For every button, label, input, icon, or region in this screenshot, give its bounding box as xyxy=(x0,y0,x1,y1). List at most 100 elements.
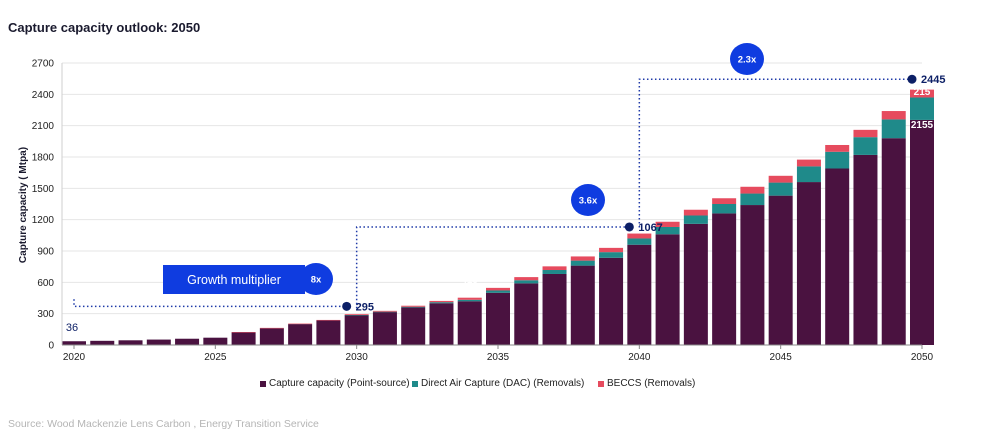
bar-beccs xyxy=(514,277,539,281)
bar-dac xyxy=(486,290,510,293)
bar-point-source xyxy=(683,223,708,345)
bar-point-source xyxy=(796,182,821,345)
bar-point-source xyxy=(429,303,454,345)
bar-dac xyxy=(372,311,397,313)
bar-point-source xyxy=(712,213,737,345)
legend-item-dac: Direct Air Capture (DAC) (Removals) xyxy=(412,378,584,389)
bar-point-source xyxy=(118,340,143,345)
callout-2040-2050-end-dot xyxy=(907,74,917,84)
bar-point-source xyxy=(146,339,171,345)
bar-beccs xyxy=(740,186,765,194)
bar-point-source xyxy=(90,340,115,345)
bar-beccs xyxy=(599,247,624,253)
bar-point-source xyxy=(62,341,86,345)
bar-point-source xyxy=(175,338,200,345)
y-tick-label: 2700 xyxy=(32,59,55,70)
bar-beccs xyxy=(627,233,652,239)
bar-beccs xyxy=(316,319,341,321)
legend-swatch-point-source xyxy=(260,380,266,387)
callout-2030-2040-path xyxy=(355,226,630,309)
callout-2040-2050-badge xyxy=(730,43,764,75)
bar-beccs xyxy=(825,144,850,152)
bar-point-source xyxy=(542,273,567,345)
y-tick-label: 1200 xyxy=(32,215,55,226)
legend-swatch-beccs xyxy=(598,380,604,387)
bar-dac xyxy=(910,97,934,120)
bar-point-source xyxy=(372,312,397,345)
bar-dac xyxy=(712,204,737,214)
x-tick-label: 2035 xyxy=(487,352,510,363)
growth-multiplier-label: Growth multiplier xyxy=(187,272,281,287)
y-tick-label: 1800 xyxy=(32,153,55,164)
bar-beccs xyxy=(796,159,821,167)
bar-beccs xyxy=(683,209,708,216)
bar-dac xyxy=(768,182,793,196)
bar-dac xyxy=(655,226,680,235)
bar-beccs xyxy=(344,314,369,316)
bar-beccs xyxy=(910,89,934,98)
bar-beccs xyxy=(401,305,426,307)
source-note: Source: Wood Mackenzie Lens Carbon , Ene… xyxy=(8,418,319,430)
y-tick-label: 900 xyxy=(37,247,54,258)
legend-item-point-source: Capture capacity (Point-source) xyxy=(260,378,410,389)
bar-dac xyxy=(570,260,595,266)
bar-point-source xyxy=(344,315,369,345)
legend-item-beccs: BECCS (Removals) xyxy=(598,378,695,389)
bar-point-source xyxy=(853,154,878,345)
bar-point-source xyxy=(599,257,624,345)
legend-swatch-dac xyxy=(412,380,418,387)
label-2050-ps-value: 2155 xyxy=(911,120,934,131)
callout-2030-2040-end-value: 1067 xyxy=(638,222,662,234)
bar-beccs xyxy=(231,332,256,333)
y-axis-label: Capture capacity ( Mtpa) xyxy=(18,147,29,263)
x-tick-label: 2050 xyxy=(911,352,934,363)
callout-2020-2030-end-value: 295 xyxy=(356,301,374,313)
bar-point-source xyxy=(514,283,539,345)
bar-beccs xyxy=(429,300,454,303)
y-tick-label: 0 xyxy=(48,341,54,352)
bar-dac xyxy=(740,193,765,206)
bar-beccs xyxy=(768,175,793,183)
y-tick-label: 300 xyxy=(37,309,54,320)
bar-dac xyxy=(825,151,850,169)
bar-dac xyxy=(429,302,454,304)
x-tick-label: 2030 xyxy=(346,352,369,363)
legend-label-point-source: Capture capacity (Point-source) xyxy=(269,378,410,389)
bar-beccs xyxy=(457,297,482,300)
y-tick-label: 2100 xyxy=(32,121,55,132)
bar-dac xyxy=(401,306,426,308)
bar-point-source xyxy=(401,307,426,345)
bar-point-source xyxy=(231,332,256,345)
bar-dac xyxy=(853,137,878,155)
y-tick-label: 2400 xyxy=(32,90,55,101)
bar-point-source xyxy=(203,337,228,345)
legend-label-beccs: BECCS (Removals) xyxy=(607,378,696,389)
callout-2020-2030-badge-text: 8x xyxy=(311,275,322,286)
bar-beccs xyxy=(486,287,510,291)
bar-point-source xyxy=(627,244,652,345)
bar-dac xyxy=(881,119,906,139)
callout-2030-2040-badge xyxy=(571,184,605,216)
callout-2030-2040-end-dot xyxy=(624,222,634,232)
bar-point-source xyxy=(486,292,510,345)
callout-2020-2030-badge xyxy=(299,263,333,295)
bar-dac xyxy=(542,270,567,274)
x-tick-label: 2025 xyxy=(204,352,227,363)
bar-beccs xyxy=(259,327,284,329)
label-2050-dac-value: 215 xyxy=(914,87,931,98)
bar-point-source xyxy=(740,205,765,345)
bar-dac xyxy=(457,299,482,302)
bar-dac xyxy=(514,280,539,284)
bar-beccs xyxy=(712,198,737,204)
legend-label-dac: Direct Air Capture (DAC) (Removals) xyxy=(421,378,585,389)
bar-point-source xyxy=(881,138,906,345)
growth-multiplier-box: Growth multiplier xyxy=(163,265,305,294)
bar-point-source xyxy=(259,328,284,345)
x-tick-label: 2040 xyxy=(628,352,651,363)
bar-point-source xyxy=(570,265,595,345)
label-2020-value: 36 xyxy=(66,322,78,334)
bar-dac xyxy=(683,215,708,224)
bar-dac xyxy=(796,166,821,183)
bar-dac xyxy=(344,315,369,316)
